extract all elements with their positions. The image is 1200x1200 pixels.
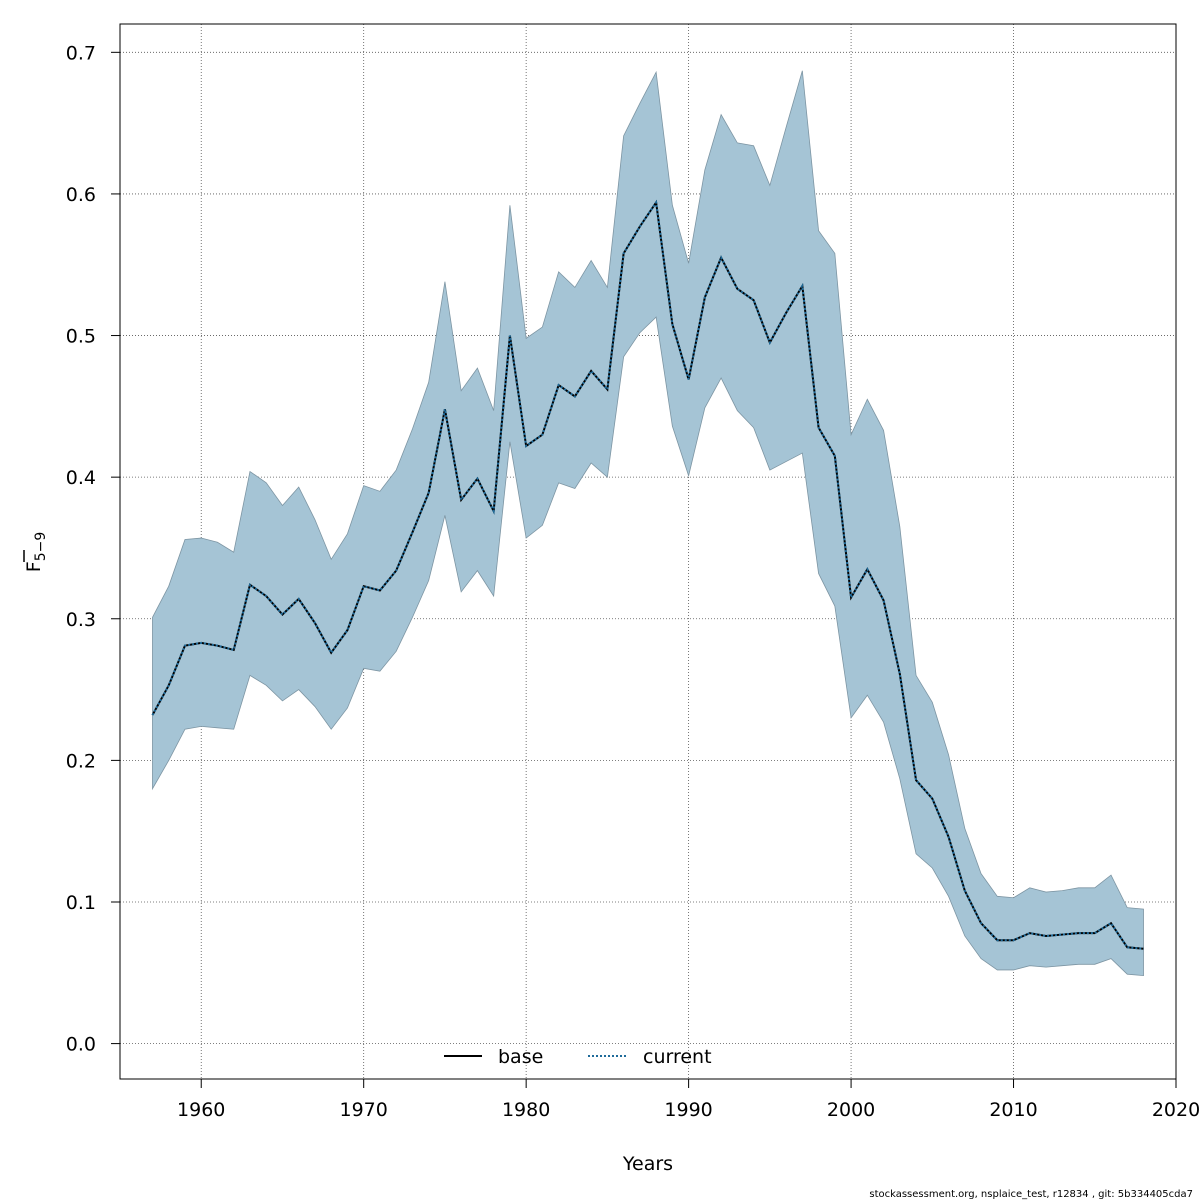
x-tick-label: 1990 (664, 1099, 712, 1121)
y-axis: 0.0 0.1 0.2 0.3 0.4 0.5 0.6 0.7 (66, 42, 120, 1056)
plot-frame (119, 23, 1177, 1080)
x-axis-title: Years (622, 1153, 673, 1175)
series-lines (151, 199, 1144, 950)
legend-base-label: base (498, 1046, 543, 1068)
y-tick-label: 0.5 (66, 326, 96, 348)
y-tick-label: 0.1 (66, 892, 96, 914)
x-tick-label: 2020 (1152, 1099, 1200, 1121)
confidence-band-area (152, 70, 1144, 977)
legend: base current (444, 1046, 712, 1068)
x-tick-label: 1970 (340, 1099, 388, 1121)
y-axis-title-main: F (23, 561, 45, 572)
x-tick-label: 1960 (177, 1099, 225, 1121)
y-tick-label: 0.0 (66, 1034, 96, 1056)
y-tick-label: 0.4 (66, 467, 96, 489)
y-tick-label: 0.3 (66, 609, 96, 631)
x-tick-label: 2010 (989, 1099, 1037, 1121)
y-tick-label: 0.2 (66, 750, 96, 772)
x-tick-label: 1980 (502, 1099, 550, 1121)
x-tick-label: 2000 (827, 1099, 875, 1121)
x-axis: 1960 1970 1980 1990 2000 2010 2020 (177, 1079, 1200, 1121)
y-tick-label: 0.7 (66, 42, 96, 64)
y-tick-label: 0.6 (66, 184, 96, 206)
svg-text:F5−9: F5−9 (23, 532, 49, 572)
y-axis-title-sub: 5−9 (33, 532, 49, 562)
series-line-base (151, 199, 1144, 950)
y-axis-title: F5−9 (23, 532, 49, 572)
legend-current-label: current (643, 1046, 712, 1068)
confidence-band (152, 70, 1144, 977)
footer-note: stockassessment.org, nsplaice_test, r128… (869, 1189, 1193, 1200)
